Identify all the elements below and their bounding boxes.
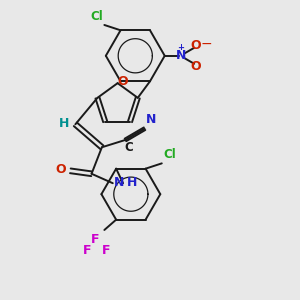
Text: F: F xyxy=(83,244,92,257)
Text: N: N xyxy=(114,176,124,189)
Text: O: O xyxy=(190,39,201,52)
Text: +: + xyxy=(177,43,184,52)
Text: O: O xyxy=(190,60,201,73)
Text: N: N xyxy=(146,113,156,126)
Text: F: F xyxy=(102,244,110,257)
Text: H: H xyxy=(127,176,137,189)
Text: F: F xyxy=(91,233,100,246)
Text: O: O xyxy=(56,163,66,176)
Text: −: − xyxy=(201,37,213,51)
Text: N: N xyxy=(176,49,186,62)
Text: H: H xyxy=(58,117,69,130)
Text: C: C xyxy=(124,141,133,154)
Text: Cl: Cl xyxy=(163,148,176,161)
Text: O: O xyxy=(118,75,128,88)
Text: Cl: Cl xyxy=(90,10,103,23)
